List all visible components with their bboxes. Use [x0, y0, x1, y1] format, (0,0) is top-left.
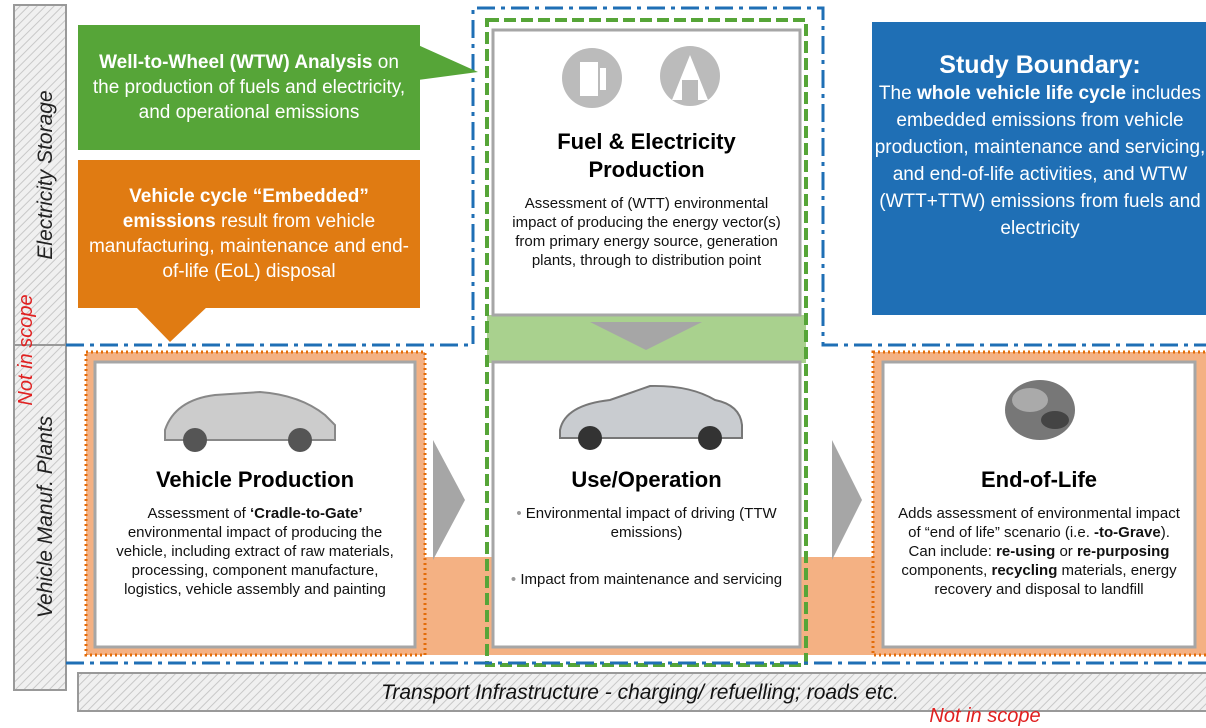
fuel-card: Fuel & Electricity Production Assessment… — [493, 128, 800, 270]
text: includes embedded emissions from vehicle… — [875, 83, 1206, 239]
boundary-callout: Study Boundary: The whole vehicle life c… — [872, 50, 1206, 242]
text: Adds assessment of environmental impact … — [883, 504, 1195, 599]
bold-text: ‘Cradle-to-Gate’ — [250, 505, 363, 522]
text: Assessment of ‘Cradle-to-Gate’ environme… — [95, 504, 415, 599]
bold-text: re-purposing — [1077, 543, 1170, 560]
text: components, — [901, 562, 991, 579]
arrow — [433, 440, 465, 560]
stage-title: Fuel & Electricity Production — [523, 128, 770, 184]
scrap-image — [1005, 380, 1075, 440]
bold-text: -to-Grave — [1094, 524, 1161, 541]
diagram: Electricity Storage Vehicle Manuf. Plant… — [0, 0, 1206, 728]
callout-pointer — [135, 306, 208, 342]
wtw-callout: Well-to-Wheel (WTW) Analysis on the prod… — [78, 25, 420, 150]
text: The — [879, 83, 917, 104]
bullet: Environmental impact of driving (TTW emi… — [505, 504, 788, 542]
text: Assessment of (WTT) environmental impact… — [493, 194, 800, 270]
bullet: Impact from maintenance and servicing — [505, 570, 788, 589]
bold-text: recycling — [991, 562, 1057, 579]
side-label: Electricity Storage — [34, 90, 57, 259]
bold-text: whole vehicle life cycle — [917, 83, 1126, 104]
not-in-scope: Not in scope — [15, 294, 37, 405]
bold-text: re-using — [996, 543, 1055, 560]
embedded-callout: Vehicle cycle “Embedded” emissions resul… — [78, 160, 420, 308]
text: Assessment of — [147, 505, 250, 522]
arrow — [832, 440, 862, 560]
use-card: Use/Operation Environmental impact of dr… — [493, 466, 800, 617]
stage-title: Use/Operation — [493, 466, 800, 494]
text: The whole vehicle life cycle includes em… — [874, 80, 1206, 242]
not-in-scope: Not in scope — [929, 705, 1040, 727]
side-label: Vehicle Manuf. Plants — [34, 415, 57, 618]
text: Vehicle cycle “Embedded” emissions resul… — [88, 184, 410, 284]
text: Well-to-Wheel (WTW) Analysis on the prod… — [88, 50, 410, 125]
text: or — [1055, 543, 1077, 560]
text: Assessment of (WTT) environmental impact… — [512, 195, 780, 269]
production-card: Vehicle Production Assessment of ‘Cradle… — [95, 466, 415, 599]
callout-pointer — [418, 45, 478, 80]
bottom-label: Transport Infrastructure - charging/ ref… — [381, 681, 899, 704]
stage-title: Vehicle Production — [95, 466, 415, 494]
bold-text: Well-to-Wheel (WTW) Analysis — [99, 52, 372, 73]
callout-title: Study Boundary: — [874, 50, 1206, 80]
text: environmental impact of producing the ve… — [116, 524, 394, 598]
stage-title: End-of-Life — [883, 466, 1195, 494]
eol-card: End-of-Life Adds assessment of environme… — [883, 466, 1195, 599]
